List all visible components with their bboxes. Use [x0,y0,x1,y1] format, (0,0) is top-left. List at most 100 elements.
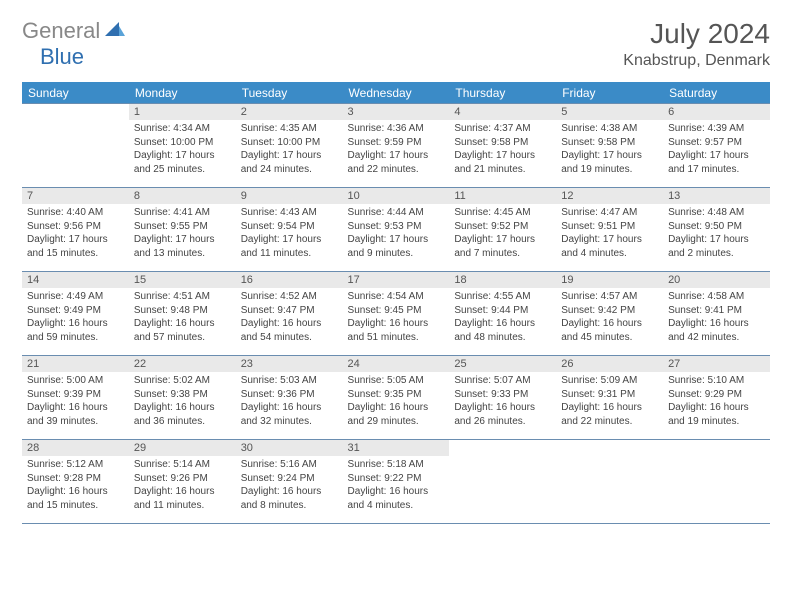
day-number: 26 [556,356,663,372]
calendar-cell: 13Sunrise: 4:48 AMSunset: 9:50 PMDayligh… [663,188,770,272]
day-number: 15 [129,272,236,288]
calendar-row: 1Sunrise: 4:34 AMSunset: 10:00 PMDayligh… [22,104,770,188]
calendar-cell: 14Sunrise: 4:49 AMSunset: 9:49 PMDayligh… [22,272,129,356]
day-number: 2 [236,104,343,120]
calendar-cell: 6Sunrise: 4:39 AMSunset: 9:57 PMDaylight… [663,104,770,188]
calendar-cell: 23Sunrise: 5:03 AMSunset: 9:36 PMDayligh… [236,356,343,440]
calendar-cell: 2Sunrise: 4:35 AMSunset: 10:00 PMDayligh… [236,104,343,188]
day-number: 29 [129,440,236,456]
day-details: Sunrise: 4:54 AMSunset: 9:45 PMDaylight:… [343,288,450,348]
day-number: 10 [343,188,450,204]
weekday-header: Wednesday [343,83,450,104]
day-number: 5 [556,104,663,120]
calendar-cell: 28Sunrise: 5:12 AMSunset: 9:28 PMDayligh… [22,440,129,524]
day-number: 4 [449,104,556,120]
day-details: Sunrise: 4:39 AMSunset: 9:57 PMDaylight:… [663,120,770,180]
day-number: 22 [129,356,236,372]
weekday-header: Thursday [449,83,556,104]
day-details: Sunrise: 5:05 AMSunset: 9:35 PMDaylight:… [343,372,450,432]
calendar-cell: 12Sunrise: 4:47 AMSunset: 9:51 PMDayligh… [556,188,663,272]
logo-word-general: General [22,18,100,43]
logo: General Blue [22,18,125,70]
day-number: 9 [236,188,343,204]
calendar-cell: 24Sunrise: 5:05 AMSunset: 9:35 PMDayligh… [343,356,450,440]
calendar-cell: 15Sunrise: 4:51 AMSunset: 9:48 PMDayligh… [129,272,236,356]
weekday-header: Tuesday [236,83,343,104]
day-details: Sunrise: 4:49 AMSunset: 9:49 PMDaylight:… [22,288,129,348]
day-details: Sunrise: 4:36 AMSunset: 9:59 PMDaylight:… [343,120,450,180]
day-details: Sunrise: 4:41 AMSunset: 9:55 PMDaylight:… [129,204,236,264]
day-number: 18 [449,272,556,288]
calendar-row: 21Sunrise: 5:00 AMSunset: 9:39 PMDayligh… [22,356,770,440]
day-details: Sunrise: 4:55 AMSunset: 9:44 PMDaylight:… [449,288,556,348]
day-details: Sunrise: 5:14 AMSunset: 9:26 PMDaylight:… [129,456,236,516]
day-details: Sunrise: 4:40 AMSunset: 9:56 PMDaylight:… [22,204,129,264]
day-number: 28 [22,440,129,456]
calendar-cell: 4Sunrise: 4:37 AMSunset: 9:58 PMDaylight… [449,104,556,188]
calendar-cell: 31Sunrise: 5:18 AMSunset: 9:22 PMDayligh… [343,440,450,524]
calendar-cell: 18Sunrise: 4:55 AMSunset: 9:44 PMDayligh… [449,272,556,356]
day-number: 27 [663,356,770,372]
calendar-cell: 8Sunrise: 4:41 AMSunset: 9:55 PMDaylight… [129,188,236,272]
calendar-cell [556,440,663,524]
calendar-table: Sunday Monday Tuesday Wednesday Thursday… [22,82,770,524]
calendar-cell: 25Sunrise: 5:07 AMSunset: 9:33 PMDayligh… [449,356,556,440]
location: Knabstrup, Denmark [623,52,770,70]
day-details: Sunrise: 5:03 AMSunset: 9:36 PMDaylight:… [236,372,343,432]
day-number: 21 [22,356,129,372]
calendar-cell: 16Sunrise: 4:52 AMSunset: 9:47 PMDayligh… [236,272,343,356]
calendar-row: 7Sunrise: 4:40 AMSunset: 9:56 PMDaylight… [22,188,770,272]
day-number: 30 [236,440,343,456]
calendar-cell: 21Sunrise: 5:00 AMSunset: 9:39 PMDayligh… [22,356,129,440]
day-details: Sunrise: 5:16 AMSunset: 9:24 PMDaylight:… [236,456,343,516]
day-details: Sunrise: 4:35 AMSunset: 10:00 PMDaylight… [236,120,343,180]
day-number: 8 [129,188,236,204]
day-number: 16 [236,272,343,288]
calendar-cell: 17Sunrise: 4:54 AMSunset: 9:45 PMDayligh… [343,272,450,356]
day-number: 17 [343,272,450,288]
day-number: 1 [129,104,236,120]
logo-word-blue: Blue [22,44,84,69]
title-block: July 2024 Knabstrup, Denmark [623,18,770,70]
month-title: July 2024 [623,18,770,50]
day-number: 14 [22,272,129,288]
day-details: Sunrise: 5:02 AMSunset: 9:38 PMDaylight:… [129,372,236,432]
day-details: Sunrise: 4:44 AMSunset: 9:53 PMDaylight:… [343,204,450,264]
calendar-cell: 22Sunrise: 5:02 AMSunset: 9:38 PMDayligh… [129,356,236,440]
day-number: 25 [449,356,556,372]
day-details: Sunrise: 5:10 AMSunset: 9:29 PMDaylight:… [663,372,770,432]
day-number: 11 [449,188,556,204]
weekday-header: Sunday [22,83,129,104]
calendar-cell [22,104,129,188]
day-details: Sunrise: 5:07 AMSunset: 9:33 PMDaylight:… [449,372,556,432]
calendar-cell [449,440,556,524]
calendar-cell: 20Sunrise: 4:58 AMSunset: 9:41 PMDayligh… [663,272,770,356]
weekday-header: Monday [129,83,236,104]
day-details: Sunrise: 4:37 AMSunset: 9:58 PMDaylight:… [449,120,556,180]
day-details: Sunrise: 4:45 AMSunset: 9:52 PMDaylight:… [449,204,556,264]
logo-triangle-icon [105,22,125,38]
calendar-row: 28Sunrise: 5:12 AMSunset: 9:28 PMDayligh… [22,440,770,524]
day-details: Sunrise: 4:57 AMSunset: 9:42 PMDaylight:… [556,288,663,348]
calendar-cell: 1Sunrise: 4:34 AMSunset: 10:00 PMDayligh… [129,104,236,188]
day-details: Sunrise: 5:12 AMSunset: 9:28 PMDaylight:… [22,456,129,516]
day-details: Sunrise: 5:18 AMSunset: 9:22 PMDaylight:… [343,456,450,516]
day-number: 20 [663,272,770,288]
day-details: Sunrise: 4:52 AMSunset: 9:47 PMDaylight:… [236,288,343,348]
day-details: Sunrise: 5:09 AMSunset: 9:31 PMDaylight:… [556,372,663,432]
calendar-cell: 9Sunrise: 4:43 AMSunset: 9:54 PMDaylight… [236,188,343,272]
day-details: Sunrise: 4:48 AMSunset: 9:50 PMDaylight:… [663,204,770,264]
calendar-cell: 29Sunrise: 5:14 AMSunset: 9:26 PMDayligh… [129,440,236,524]
calendar-cell: 26Sunrise: 5:09 AMSunset: 9:31 PMDayligh… [556,356,663,440]
calendar-body: 1Sunrise: 4:34 AMSunset: 10:00 PMDayligh… [22,104,770,524]
day-details: Sunrise: 4:38 AMSunset: 9:58 PMDaylight:… [556,120,663,180]
day-number: 7 [22,188,129,204]
calendar-cell [663,440,770,524]
day-number: 6 [663,104,770,120]
calendar-cell: 10Sunrise: 4:44 AMSunset: 9:53 PMDayligh… [343,188,450,272]
day-number: 12 [556,188,663,204]
day-details: Sunrise: 4:58 AMSunset: 9:41 PMDaylight:… [663,288,770,348]
calendar-cell: 3Sunrise: 4:36 AMSunset: 9:59 PMDaylight… [343,104,450,188]
calendar-cell: 5Sunrise: 4:38 AMSunset: 9:58 PMDaylight… [556,104,663,188]
day-number: 24 [343,356,450,372]
